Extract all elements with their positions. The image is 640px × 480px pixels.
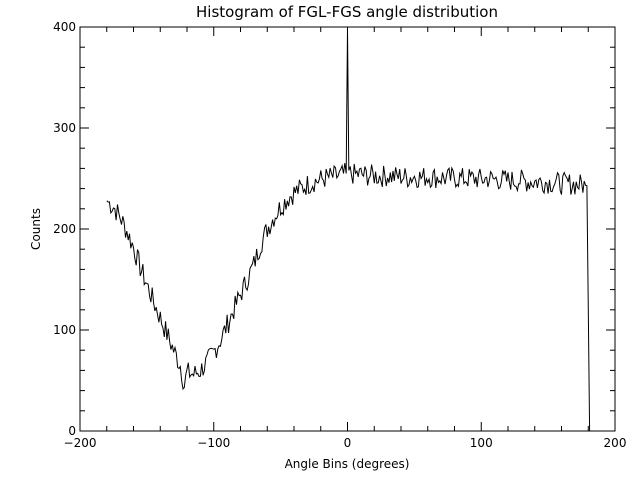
y-tick-label: 200 — [53, 222, 76, 236]
y-tick-label: 0 — [68, 424, 76, 438]
series-line-counts — [106, 28, 591, 432]
chart-title: Histogram of FGL-FGS angle distribution — [196, 3, 498, 21]
y-tick-label: 300 — [53, 121, 76, 135]
y-tick-label: 100 — [53, 323, 76, 337]
plot-frame — [79, 26, 616, 432]
x-tick-label: −200 — [64, 436, 97, 450]
y-tick-label: 400 — [53, 20, 76, 34]
x-tick-label: 100 — [470, 436, 493, 450]
y-axis-label: Counts — [29, 208, 43, 250]
x-tick-label: −100 — [197, 436, 230, 450]
x-axis-label: Angle Bins (degrees) — [285, 457, 410, 471]
x-tick-label: 0 — [344, 436, 352, 450]
x-tick-label: 200 — [604, 436, 627, 450]
